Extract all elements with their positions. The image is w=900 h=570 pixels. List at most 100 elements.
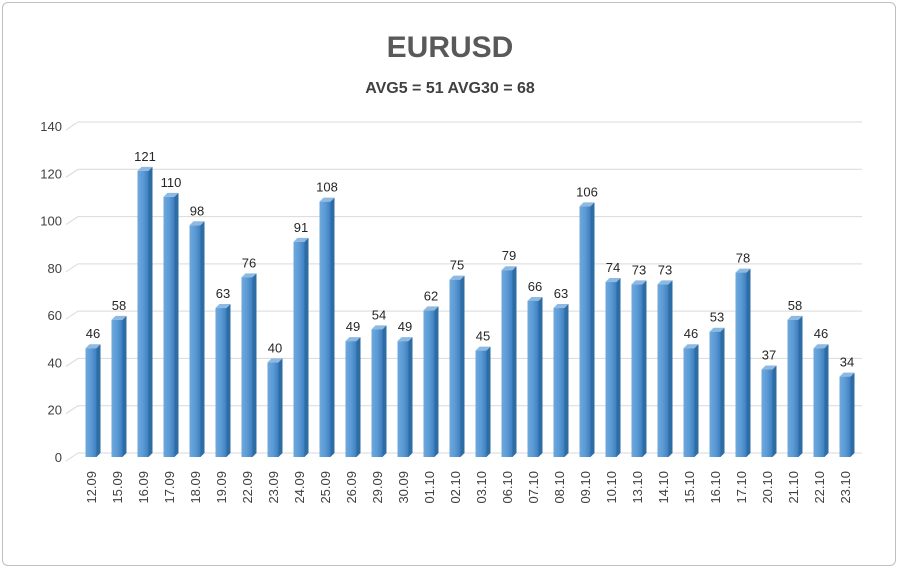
x-tick-label: 16.10 <box>708 471 723 504</box>
data-label: 108 <box>316 180 338 195</box>
bar <box>293 241 305 457</box>
x-tick-label: 25.09 <box>318 471 333 504</box>
x-tick-label: 14.10 <box>656 471 671 504</box>
bar-side <box>512 266 517 457</box>
bar-top <box>735 268 751 273</box>
y-tick-label: 80 <box>48 261 62 276</box>
bar-side <box>252 273 257 457</box>
y-tick-label: 20 <box>48 403 62 418</box>
bar-side <box>382 325 387 457</box>
bar-side <box>850 372 855 457</box>
bar-top <box>85 344 101 349</box>
x-tick-label: 20.10 <box>760 471 775 504</box>
bar-side <box>798 315 803 457</box>
bar <box>319 201 331 457</box>
bar-side <box>824 344 829 457</box>
bar-top <box>345 337 361 342</box>
bar-side <box>278 358 283 457</box>
bar <box>449 279 461 457</box>
bar <box>657 284 669 457</box>
bar <box>787 319 799 457</box>
x-tick-label: 06.10 <box>500 471 515 504</box>
bar <box>423 310 435 457</box>
bar-top <box>475 346 491 351</box>
x-tick-label: 22.09 <box>240 471 255 504</box>
bar-top <box>163 192 179 197</box>
bar-side <box>720 327 725 457</box>
chart-title: EURUSD <box>387 31 514 64</box>
bar-side <box>148 166 153 457</box>
bar-top <box>761 365 777 370</box>
gridline-slant <box>65 263 79 273</box>
bar-side <box>564 304 569 457</box>
bar <box>761 369 773 457</box>
data-label: 98 <box>190 203 204 218</box>
bar-side <box>538 296 543 457</box>
data-label: 40 <box>268 340 282 355</box>
x-tick-label: 30.09 <box>396 471 411 504</box>
data-label: 73 <box>658 262 672 277</box>
bar <box>111 319 123 457</box>
data-label: 74 <box>606 260 620 275</box>
bar-top <box>137 166 153 171</box>
bar-side <box>668 280 673 457</box>
bar <box>813 348 825 457</box>
x-tick-label: 18.09 <box>188 471 203 504</box>
bar-side <box>200 221 205 457</box>
data-label: 62 <box>424 288 438 303</box>
x-tick-label: 09.10 <box>578 471 593 504</box>
x-tick-label: 16.09 <box>136 471 151 504</box>
bar-side <box>460 275 465 457</box>
x-tick-label: 03.10 <box>474 471 489 504</box>
x-tick-label: 23.10 <box>838 471 853 504</box>
x-tick-label: 17.09 <box>162 471 177 504</box>
bar-side <box>590 202 595 457</box>
x-tick-label: 24.09 <box>292 471 307 504</box>
data-label: 34 <box>840 355 854 370</box>
data-label: 121 <box>134 149 156 164</box>
data-label: 49 <box>398 319 412 334</box>
x-tick-label: 08.10 <box>552 471 567 504</box>
bar <box>215 308 227 457</box>
x-tick-label: 01.10 <box>422 471 437 504</box>
chart-subtitle: AVG5 = 51 AVG30 = 68 <box>365 80 535 97</box>
data-label: 58 <box>112 298 126 313</box>
bar-top <box>501 266 517 271</box>
bar-top <box>631 280 647 285</box>
gridline-slant <box>65 121 79 131</box>
bar-side <box>772 365 777 457</box>
gridline-slant <box>65 452 79 462</box>
bar-side <box>642 280 647 457</box>
bar-side <box>304 237 309 457</box>
bar-top <box>787 315 803 320</box>
bar-top <box>839 372 855 377</box>
bar <box>683 348 695 457</box>
gridline-slant <box>65 310 79 320</box>
x-tick-label: 13.10 <box>630 471 645 504</box>
bar <box>85 348 97 457</box>
bar-side <box>486 346 491 457</box>
bar <box>839 376 851 457</box>
bar-top <box>293 237 309 242</box>
y-tick-label: 0 <box>55 450 62 465</box>
bar-top <box>423 306 439 311</box>
x-tick-label: 07.10 <box>526 471 541 504</box>
x-tick-label: 26.09 <box>344 471 359 504</box>
x-tick-label: 21.10 <box>786 471 801 504</box>
bar <box>371 329 383 457</box>
bar-top <box>579 202 595 207</box>
x-tick-label: 12.09 <box>84 471 99 504</box>
data-label: 58 <box>788 298 802 313</box>
x-tick-label: 22.10 <box>812 471 827 504</box>
x-tick-label: 17.10 <box>734 471 749 504</box>
bar <box>735 272 747 457</box>
x-tick-label: 23.09 <box>266 471 281 504</box>
bar-top <box>371 325 387 330</box>
bar <box>137 170 149 457</box>
data-label: 45 <box>476 329 490 344</box>
data-label: 49 <box>346 319 360 334</box>
bar-side <box>226 304 231 457</box>
bar <box>631 284 643 457</box>
x-tick-label: 02.10 <box>448 471 463 504</box>
